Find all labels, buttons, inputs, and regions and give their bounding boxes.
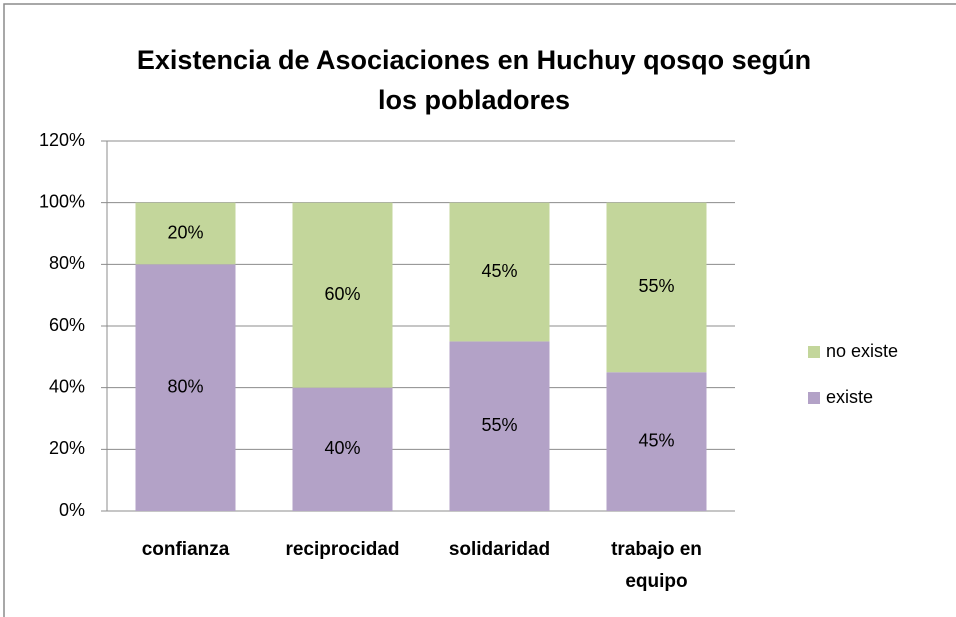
legend-label: existe — [826, 387, 873, 407]
data-label: 45% — [638, 430, 674, 450]
data-label: 55% — [638, 276, 674, 296]
y-tick-label: 60% — [49, 315, 85, 335]
bar-segment — [606, 202, 707, 373]
y-tick-label: 100% — [39, 191, 85, 211]
bar-segment — [606, 372, 707, 511]
data-label: 20% — [167, 222, 203, 242]
chart-title: Existencia de Asociaciones en Huchuy qos… — [137, 45, 811, 115]
bar-segment — [292, 387, 393, 511]
x-tick-label: trabajo en equipo — [611, 539, 702, 592]
bar-segment — [449, 341, 550, 511]
data-label: 40% — [324, 438, 360, 458]
x-tick-label: reciprocidad — [285, 539, 399, 560]
data-label: 55% — [481, 415, 517, 435]
y-tick-label: 120% — [39, 130, 85, 150]
x-tick-label: confianza — [142, 539, 230, 560]
x-tick-label: solidaridad — [449, 539, 550, 560]
data-label: 45% — [481, 261, 517, 281]
bar-segment — [292, 202, 393, 388]
bar-segment — [449, 202, 550, 342]
bar-segment — [135, 264, 236, 511]
legend-label: no existe — [826, 341, 898, 361]
legend-swatch — [808, 392, 820, 404]
data-label: 80% — [167, 376, 203, 396]
y-tick-label: 0% — [59, 500, 85, 520]
bar-segment — [135, 202, 236, 265]
data-label: 60% — [324, 284, 360, 304]
y-tick-label: 40% — [49, 376, 85, 396]
y-tick-label: 20% — [49, 438, 85, 458]
y-tick-label: 80% — [49, 253, 85, 273]
legend-swatch — [808, 346, 820, 358]
